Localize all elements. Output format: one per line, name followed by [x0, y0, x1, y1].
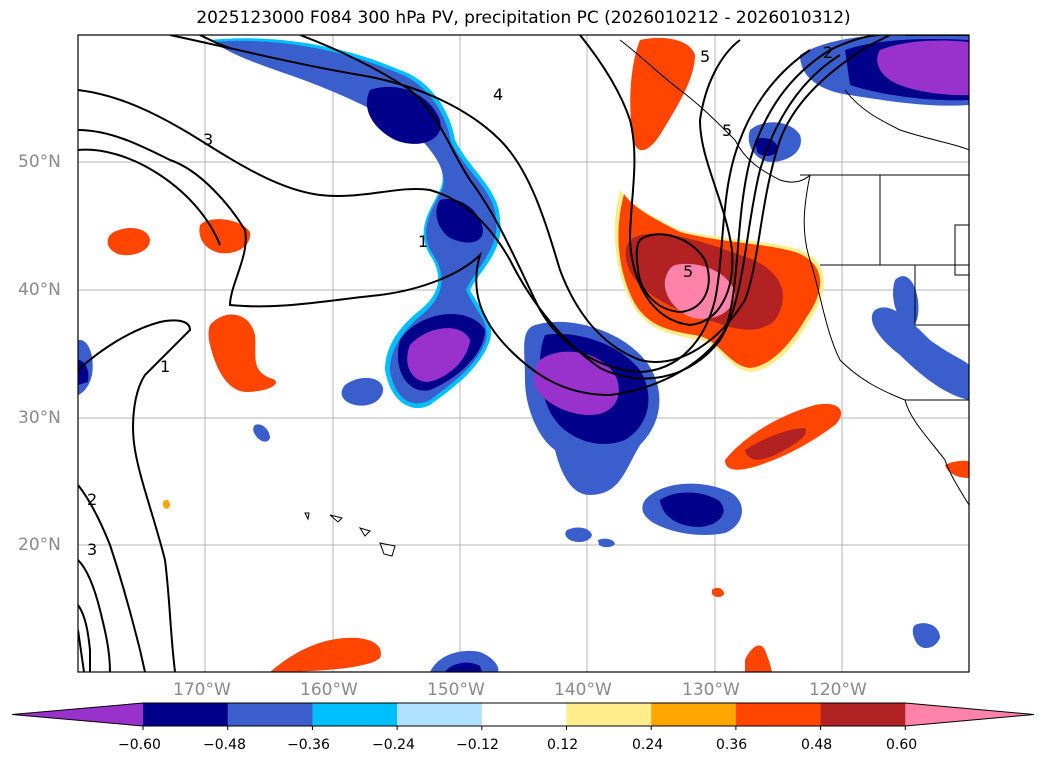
- map-frame: [77, 34, 970, 673]
- contour-label: 3: [87, 540, 97, 559]
- contour-labels: 1 1 2 2 3 3 4 5 5 5: [87, 43, 833, 559]
- pv-contours: [78, 35, 969, 672]
- contour-label: 1: [160, 357, 170, 376]
- negative-pc-regions: [78, 35, 969, 672]
- contour-label: 2: [87, 490, 97, 509]
- colorbar-tick-label: 0.12: [547, 737, 579, 753]
- colorbar-tick-label: −0.48: [203, 737, 246, 753]
- colorbar-tick-label: 0.36: [716, 737, 748, 753]
- contour-label: 3: [203, 130, 213, 149]
- colorbar-swatch: [227, 703, 313, 726]
- lat-label: 50°N: [18, 152, 61, 172]
- colorbar-swatch: [651, 703, 737, 726]
- contour-label: 5: [683, 262, 693, 281]
- contour-label: 1: [418, 232, 428, 251]
- colorbar-tick-label: 0.60: [886, 737, 918, 753]
- colorbar-extend-high: [905, 703, 1034, 726]
- lon-label: 170°W: [173, 680, 231, 700]
- colorbar-extend-low: [12, 703, 143, 726]
- lon-label: 150°W: [427, 680, 485, 700]
- colorbar-swatch: [566, 703, 652, 726]
- lon-label: 130°W: [682, 680, 740, 700]
- colorbar-tick-label: −0.12: [456, 737, 499, 753]
- coastlines: [304, 39, 969, 672]
- map-title: 2025123000 F084 300 hPa PV, precipitatio…: [196, 8, 851, 28]
- lon-label: 160°W: [300, 680, 358, 700]
- contour-label: 5: [722, 121, 732, 140]
- lat-label: 40°N: [18, 280, 61, 300]
- colorbar-swatch: [735, 703, 822, 726]
- contour-label: 2: [823, 43, 833, 62]
- colorbar-tick-label: 0.24: [632, 737, 664, 753]
- contour-label: 5: [700, 47, 710, 66]
- colorbar-tick-label: −0.24: [372, 737, 415, 753]
- colorbar-tick-label: −0.36: [287, 737, 330, 753]
- map-plot-area: [78, 35, 969, 672]
- colorbar-swatch: [481, 703, 567, 726]
- colorbar-tick-label: −0.60: [118, 737, 161, 753]
- lat-label: 30°N: [18, 408, 61, 428]
- colorbar-swatch: [143, 703, 229, 726]
- lat-label: 20°N: [18, 535, 61, 555]
- colorbar-tick-label: 0.48: [801, 737, 833, 753]
- colorbar-swatch: [820, 703, 906, 726]
- colorbar-swatch: [312, 703, 398, 726]
- lon-label: 120°W: [809, 680, 867, 700]
- colorbar-swatch: [397, 703, 483, 726]
- contour-label: 4: [493, 85, 503, 104]
- colorbar: [11, 702, 1035, 730]
- lon-label: 140°W: [554, 680, 612, 700]
